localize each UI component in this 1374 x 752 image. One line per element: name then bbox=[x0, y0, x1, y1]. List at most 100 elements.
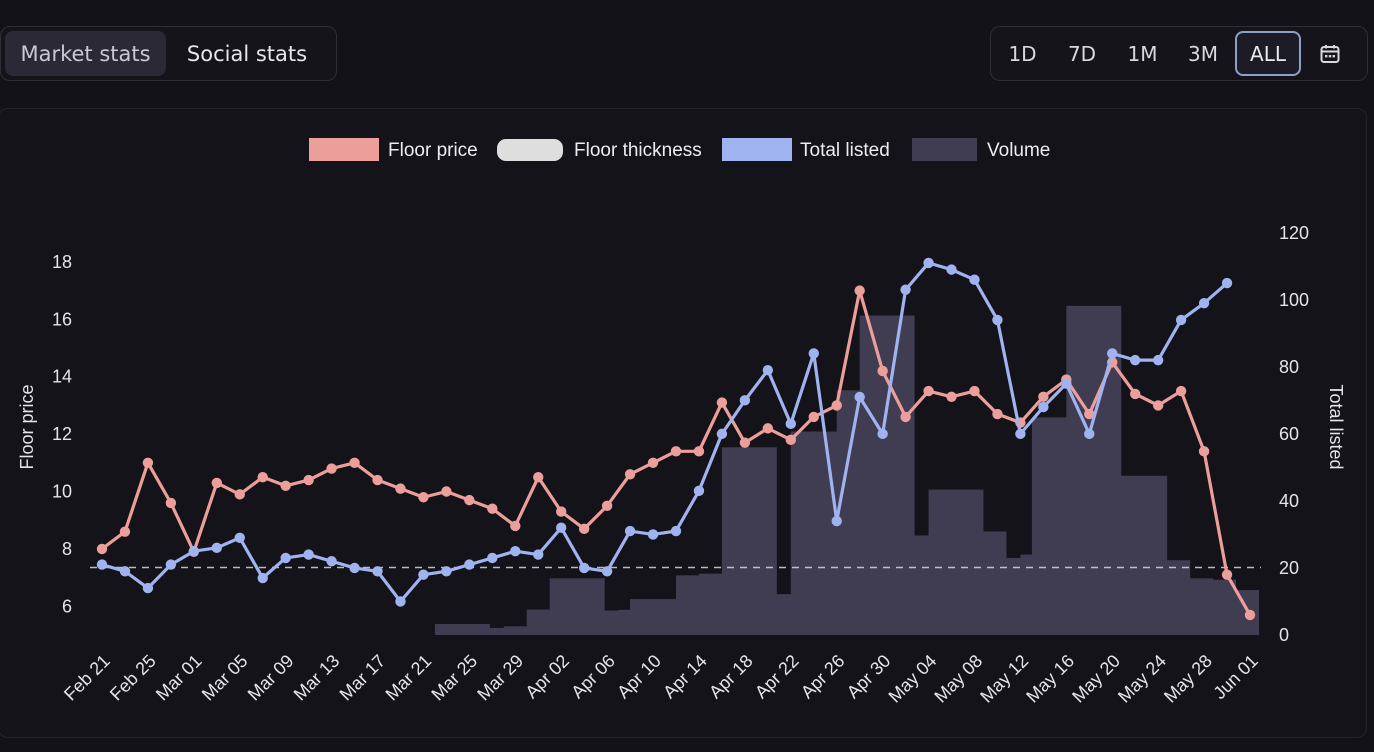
volume-bar bbox=[630, 599, 685, 635]
total-listed-point bbox=[1130, 354, 1141, 366]
y-tick-left-label: 16 bbox=[52, 309, 72, 329]
x-tick-label: Mar 05 bbox=[198, 651, 252, 705]
y-axis-right: 0 20 40 60 80 100 120 bbox=[1279, 223, 1309, 645]
x-tick-label: Apr 02 bbox=[521, 651, 573, 703]
legend-item-volume[interactable]: Volume bbox=[912, 138, 1050, 161]
volume-bar bbox=[480, 627, 513, 635]
legend-item-floor-price[interactable]: Floor price bbox=[309, 138, 478, 161]
x-tick-label: Apr 26 bbox=[797, 651, 849, 703]
y-tick-left-label: 18 bbox=[52, 252, 72, 272]
floor-price-point bbox=[578, 523, 590, 535]
total-listed-point bbox=[1084, 428, 1095, 440]
legend-item-floor-thickness[interactable]: Floor thickness bbox=[497, 139, 702, 161]
total-listed-point bbox=[693, 485, 705, 497]
total-listed-point bbox=[739, 395, 751, 406]
total-listed-point bbox=[854, 391, 865, 403]
floor-price-point bbox=[762, 423, 774, 434]
x-tick-label: May 24 bbox=[1114, 651, 1170, 707]
legend-label-volume: Volume bbox=[987, 140, 1050, 161]
total-listed-point bbox=[395, 596, 406, 607]
total-listed-point bbox=[900, 284, 911, 295]
floor-price-point bbox=[1084, 408, 1095, 420]
y-tick-right-label: 80 bbox=[1279, 357, 1299, 377]
total-listed-point bbox=[441, 566, 452, 577]
x-tick-label: May 20 bbox=[1068, 651, 1124, 707]
total-listed-point bbox=[280, 552, 291, 564]
total-listed-point bbox=[234, 532, 245, 543]
chart: Floor price Floor thickness Total listed… bbox=[17, 138, 1346, 707]
y-axis-title-left: Floor price bbox=[17, 384, 37, 469]
floor-price-point bbox=[877, 365, 888, 377]
floor-price-point bbox=[647, 457, 659, 469]
legend: Floor price Floor thickness Total listed… bbox=[309, 138, 1050, 161]
total-listed-point bbox=[1107, 348, 1118, 359]
floor-price-point bbox=[510, 520, 521, 532]
y-tick-right-label: 0 bbox=[1279, 625, 1289, 645]
time-range-group: 1D 7D 1M 3M ALL bbox=[990, 26, 1368, 81]
range-7d-button[interactable]: 7D bbox=[1067, 41, 1097, 66]
total-listed-point bbox=[349, 562, 360, 574]
floor-price-point bbox=[854, 285, 865, 296]
floor-price-point bbox=[831, 400, 842, 411]
y-tick-left-label: 14 bbox=[52, 367, 72, 387]
legend-label-floor-thickness: Floor thickness bbox=[574, 140, 702, 161]
total-listed-point bbox=[119, 566, 131, 577]
floor-price-point bbox=[624, 469, 636, 480]
chart-card: Floor price Floor thickness Total listed… bbox=[0, 108, 1367, 738]
total-listed-point bbox=[303, 549, 314, 560]
floor-price-point bbox=[372, 474, 383, 486]
total-listed-point bbox=[601, 566, 613, 577]
floor-price-point bbox=[900, 411, 911, 423]
floor-price-point bbox=[601, 500, 613, 512]
total-listed-point bbox=[969, 274, 980, 285]
legend-item-total-listed[interactable]: Total listed bbox=[722, 138, 890, 161]
legend-swatch-floor-price bbox=[309, 138, 379, 161]
floor-price-point bbox=[1244, 609, 1256, 621]
series-lines bbox=[96, 257, 1256, 621]
legend-swatch-volume bbox=[912, 138, 977, 161]
x-tick-label: Mar 17 bbox=[336, 651, 390, 705]
x-tick-label: Mar 09 bbox=[244, 651, 298, 705]
x-tick-label: Mar 21 bbox=[382, 651, 436, 705]
range-1m-button[interactable]: 1M bbox=[1127, 41, 1158, 66]
floor-price-point bbox=[556, 506, 567, 517]
tab-social-stats[interactable]: Social stats bbox=[186, 41, 308, 66]
x-tick-label: May 08 bbox=[930, 651, 986, 707]
floor-price-point bbox=[785, 434, 796, 446]
floor-price-point bbox=[303, 474, 314, 486]
total-listed-point bbox=[556, 522, 567, 533]
y-tick-left-label: 8 bbox=[62, 539, 72, 559]
total-listed-point bbox=[670, 525, 682, 537]
x-tick-label: May 16 bbox=[1022, 651, 1078, 707]
legend-swatch-total-listed bbox=[722, 138, 792, 161]
total-listed-point bbox=[1175, 314, 1187, 326]
floor-price-point bbox=[142, 457, 154, 469]
total-listed-point bbox=[624, 525, 636, 537]
range-3m-button[interactable]: 3M bbox=[1188, 41, 1218, 66]
volume-bar bbox=[434, 623, 490, 635]
calendar-button[interactable] bbox=[1301, 31, 1359, 76]
total-listed-point bbox=[211, 542, 222, 554]
total-listed-point bbox=[1061, 378, 1072, 389]
y-tick-right-label: 60 bbox=[1279, 424, 1299, 444]
total-listed-point bbox=[165, 559, 177, 570]
floor-price-point bbox=[441, 486, 452, 497]
floor-price-point bbox=[808, 411, 819, 423]
range-all-button[interactable]: ALL bbox=[1235, 31, 1301, 76]
floor-price-point bbox=[211, 477, 222, 489]
total-listed-point bbox=[1221, 277, 1233, 289]
total-listed-point bbox=[762, 364, 774, 376]
total-listed-point bbox=[992, 314, 1003, 326]
stats-tab-group: Market stats Social stats bbox=[0, 26, 337, 81]
total-listed-point bbox=[533, 549, 544, 560]
floor-price-point bbox=[670, 446, 682, 457]
total-listed-point bbox=[877, 428, 888, 440]
floor-price-point bbox=[1152, 400, 1164, 411]
volume-bar bbox=[790, 431, 846, 635]
volume-bars bbox=[434, 305, 1259, 635]
tab-market-stats[interactable]: Market stats bbox=[5, 31, 166, 76]
x-tick-label: Feb 21 bbox=[60, 651, 114, 705]
range-1d-button[interactable]: 1D bbox=[1008, 41, 1037, 66]
total-listed-point bbox=[1198, 297, 1210, 309]
